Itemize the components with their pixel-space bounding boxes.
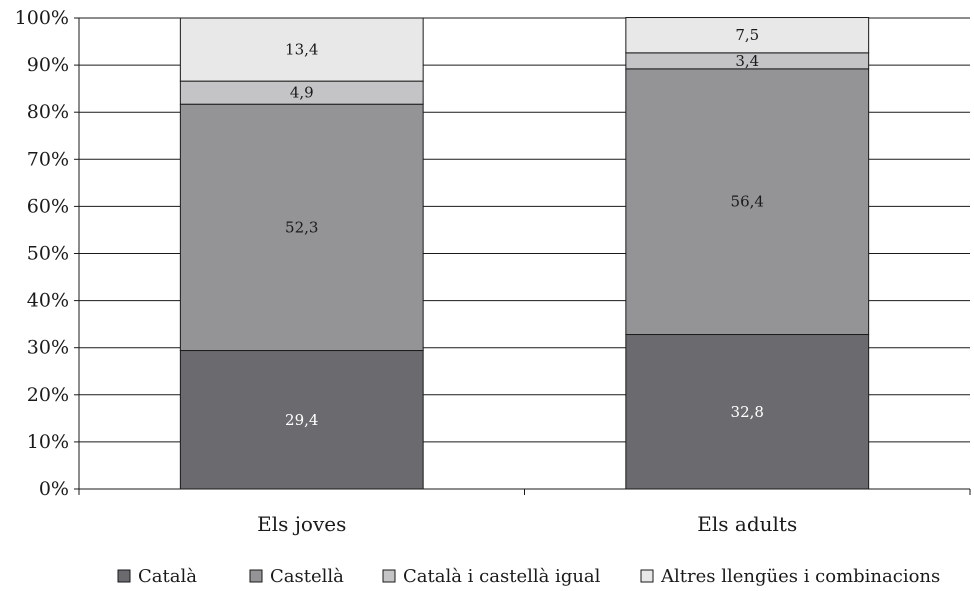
y-axis-ticks: 0% 10% 20% 30% 40% 50% 60% 70% 80% 90% 100%: [15, 7, 69, 500]
legend-swatch: [382, 569, 396, 583]
y-tick-label: 50%: [27, 243, 69, 265]
y-tick-label: 80%: [27, 101, 69, 123]
bar-segment: [625, 334, 870, 490]
legend-label: Català: [138, 566, 197, 587]
y-tick-label: 90%: [27, 54, 69, 76]
legend-swatch: [640, 569, 654, 583]
y-tick-label: 60%: [27, 195, 69, 217]
bar-segment: [179, 17, 424, 82]
x-category-label: Els joves: [257, 512, 346, 536]
bars: 29,4 52,3 4,9 13,4 32,8 56,4 3,4 7,5: [179, 17, 870, 490]
legend-label: Català i castellà igual: [403, 566, 601, 587]
y-tick-label: 70%: [27, 148, 69, 170]
y-tick-label: 20%: [27, 384, 69, 406]
legend-label: Castellà: [270, 566, 344, 587]
x-axis-categories: Els joves Els adults: [257, 512, 797, 536]
bar-segment: [625, 17, 870, 54]
y-tick-label: 100%: [15, 7, 69, 29]
y-tick-label: 40%: [27, 290, 69, 312]
y-tick-label: 30%: [27, 337, 69, 359]
axes: [74, 17, 971, 495]
data-label: 56,4: [731, 193, 764, 211]
data-label: 3,4: [735, 52, 759, 70]
data-label: 7,5: [735, 26, 759, 44]
data-label: 32,8: [731, 403, 764, 421]
bar-segment: [625, 68, 870, 336]
y-tick-label: 10%: [27, 431, 69, 453]
data-label: 13,4: [285, 41, 318, 59]
data-label: 4,9: [290, 84, 314, 102]
legend-label: Altres llengües i combinacions: [660, 566, 940, 587]
legend: Català Castellà Català i castellà igual Alt…: [117, 566, 940, 587]
legend-swatch: [117, 569, 131, 583]
y-tick-label: 0%: [39, 478, 69, 500]
data-label: 29,4: [285, 411, 318, 429]
bar-segment: [179, 103, 424, 352]
legend-swatch: [249, 569, 263, 583]
data-label: 52,3: [285, 218, 318, 236]
x-category-label: Els adults: [697, 512, 797, 536]
